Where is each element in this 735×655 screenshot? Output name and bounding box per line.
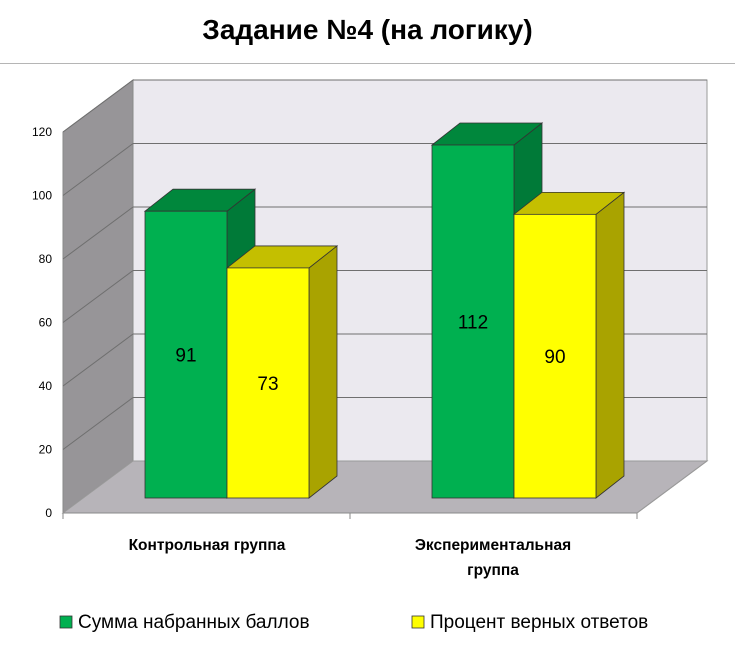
gridline	[62, 143, 707, 196]
chart-title: Задание №4 (на логику)	[202, 14, 533, 45]
y-tick-label: 60	[39, 316, 53, 330]
y-tick-label: 120	[32, 125, 52, 139]
bar-front	[513, 213, 597, 499]
bar	[512, 191, 626, 499]
category-label: группа	[467, 562, 519, 579]
bar-front	[431, 144, 515, 499]
data-label: 73	[257, 374, 278, 395]
gridline-side	[62, 206, 134, 260]
legend-item: Процент верных ответов	[411, 612, 648, 633]
gridline-side	[62, 143, 134, 196]
floor-edge	[636, 460, 708, 514]
legend-item: Сумма набранных баллов	[59, 612, 310, 633]
data-label: 112	[458, 313, 488, 334]
bar-front	[226, 267, 310, 499]
legend-swatch	[411, 615, 425, 629]
bar-front	[144, 210, 228, 499]
bar-side	[595, 191, 625, 499]
gridline-side	[62, 270, 134, 323]
legend-label: Процент верных ответов	[430, 612, 648, 633]
gridline-side	[62, 333, 134, 387]
data-label: 91	[175, 346, 196, 367]
category-label: Экспериментальная	[415, 537, 571, 554]
title-divider	[0, 63, 735, 64]
gridline-side	[62, 397, 134, 450]
gridline-side	[62, 79, 134, 133]
y-tick-label: 100	[32, 189, 52, 203]
y-tick-label: 40	[39, 379, 53, 393]
data-label: 90	[544, 347, 565, 368]
bar	[225, 245, 339, 499]
bar-side	[308, 245, 338, 499]
gridline	[62, 79, 707, 133]
y-tick-label: 20	[39, 443, 53, 457]
y-tick-label: 0	[45, 506, 52, 520]
category-label: Контрольная группа	[129, 537, 286, 554]
legend-label: Сумма набранных баллов	[78, 612, 310, 633]
y-tick-label: 80	[39, 252, 53, 266]
legend-swatch	[59, 615, 73, 629]
